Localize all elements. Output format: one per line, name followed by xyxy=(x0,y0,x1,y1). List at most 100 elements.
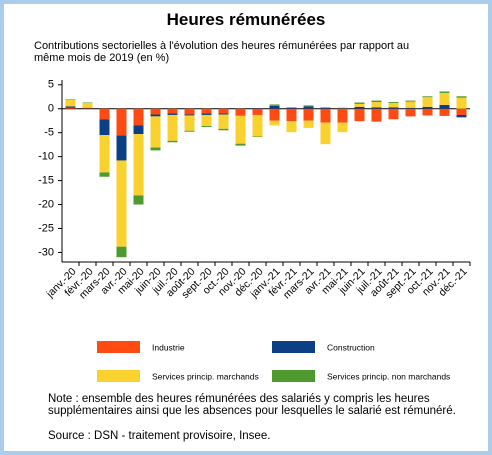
bar-segment xyxy=(133,134,144,196)
bar-segment xyxy=(235,108,246,115)
bar-segment xyxy=(235,115,246,144)
bar-segment xyxy=(405,107,416,109)
bar-segment xyxy=(439,108,450,116)
bar-segment xyxy=(65,107,76,109)
bar-segment xyxy=(235,143,246,146)
bar-segment xyxy=(405,100,416,102)
bar-segment xyxy=(388,107,399,109)
bar-segment xyxy=(218,108,229,114)
bar-segment xyxy=(337,122,348,133)
bar-segment xyxy=(184,130,195,132)
legend-swatch xyxy=(97,370,140,382)
bar-segment xyxy=(269,105,280,109)
bar-segment xyxy=(303,120,314,128)
chart: 50-5-10-15-20-25-30janv.-20févr.-20mars-… xyxy=(38,79,471,382)
y-tick-label: 0 xyxy=(48,103,54,115)
bar-segment xyxy=(150,116,161,148)
bar-segment xyxy=(99,135,110,173)
y-tick-label: -10 xyxy=(38,151,54,163)
bar-segment xyxy=(201,125,212,127)
bar-segment xyxy=(439,92,450,105)
bar-segment xyxy=(167,108,178,114)
bar-segment xyxy=(371,102,382,108)
bar-segment xyxy=(65,99,76,107)
bar-segment xyxy=(116,160,127,247)
bar-segment xyxy=(286,107,297,109)
bar-segment xyxy=(116,108,127,136)
bar-segment xyxy=(133,108,144,126)
bar-segment xyxy=(99,108,110,120)
bar-segment xyxy=(167,114,178,141)
legend-label: Industrie xyxy=(152,342,185,352)
bar-segment xyxy=(303,105,314,107)
bar-segment xyxy=(303,108,314,121)
note: Note : ensemble des heures rémunérées de… xyxy=(48,393,456,417)
y-tick-label: -30 xyxy=(38,246,54,258)
bar-segment xyxy=(422,108,433,116)
source: Source : DSN - traitement provisoire, In… xyxy=(48,430,271,442)
chart-title: Heures rémunérées xyxy=(166,10,326,29)
bar-segment xyxy=(405,101,416,108)
bar-segment xyxy=(320,107,331,109)
bar-segment xyxy=(371,108,382,122)
bar-segment xyxy=(269,108,280,121)
bar-segment xyxy=(184,108,195,115)
bar-segment xyxy=(456,114,467,118)
bar-segment xyxy=(354,103,365,107)
bar-segment xyxy=(354,106,365,109)
bar-segment xyxy=(337,108,348,123)
legend-label: Construction xyxy=(327,342,375,352)
bar-segment xyxy=(252,108,263,115)
bar-segment xyxy=(269,120,280,126)
bar-segment xyxy=(456,97,467,109)
bar-segment xyxy=(405,108,416,117)
bar-segment xyxy=(201,114,212,126)
bar-segment xyxy=(422,97,433,107)
bar-segment xyxy=(65,106,76,108)
bar-segment xyxy=(218,113,229,115)
bar-segment xyxy=(422,96,433,98)
bar-segment xyxy=(133,125,144,135)
legend-label: Services princip. marchands xyxy=(152,371,259,381)
y-tick-label: -15 xyxy=(38,174,54,186)
bar-segment xyxy=(388,102,399,108)
bar-segment xyxy=(388,102,399,103)
bar-segment xyxy=(320,108,331,123)
bar-segment xyxy=(150,108,161,115)
bar-segment xyxy=(286,121,297,133)
y-tick-label: -25 xyxy=(38,222,54,234)
bar-segment xyxy=(354,108,365,122)
y-tick-label: -5 xyxy=(44,127,54,139)
bar-segment xyxy=(320,122,331,145)
bar-segment xyxy=(371,107,382,109)
bar-segment xyxy=(99,172,110,177)
bar-segment xyxy=(439,91,450,93)
bar-segment xyxy=(201,108,212,114)
bar-segment xyxy=(167,113,178,115)
bar-segment xyxy=(286,108,297,122)
bar-segment xyxy=(184,115,195,131)
bar-segment xyxy=(371,100,382,103)
y-tick-label: 5 xyxy=(48,79,54,91)
bar-segment xyxy=(269,104,280,106)
legend-label: Services princip. non marchands xyxy=(327,371,450,381)
bar-segment xyxy=(99,119,110,136)
y-tick-label: -20 xyxy=(38,198,54,210)
bar-segment xyxy=(218,128,229,131)
legend-swatch xyxy=(97,341,140,353)
bar-segment xyxy=(388,108,399,120)
bar-segment xyxy=(354,102,365,104)
bar-segment xyxy=(439,104,450,109)
bar-segment xyxy=(116,246,127,258)
bar-segment xyxy=(184,114,195,116)
bar-segment xyxy=(201,113,212,115)
bar-segment xyxy=(116,135,127,161)
bar-segment xyxy=(218,114,229,129)
bar-segment xyxy=(422,106,433,109)
bar-segment xyxy=(252,114,263,137)
legend-swatch xyxy=(272,370,315,382)
bar-segment xyxy=(82,102,93,108)
bar-segment xyxy=(456,96,467,98)
bar-segment xyxy=(303,106,314,109)
